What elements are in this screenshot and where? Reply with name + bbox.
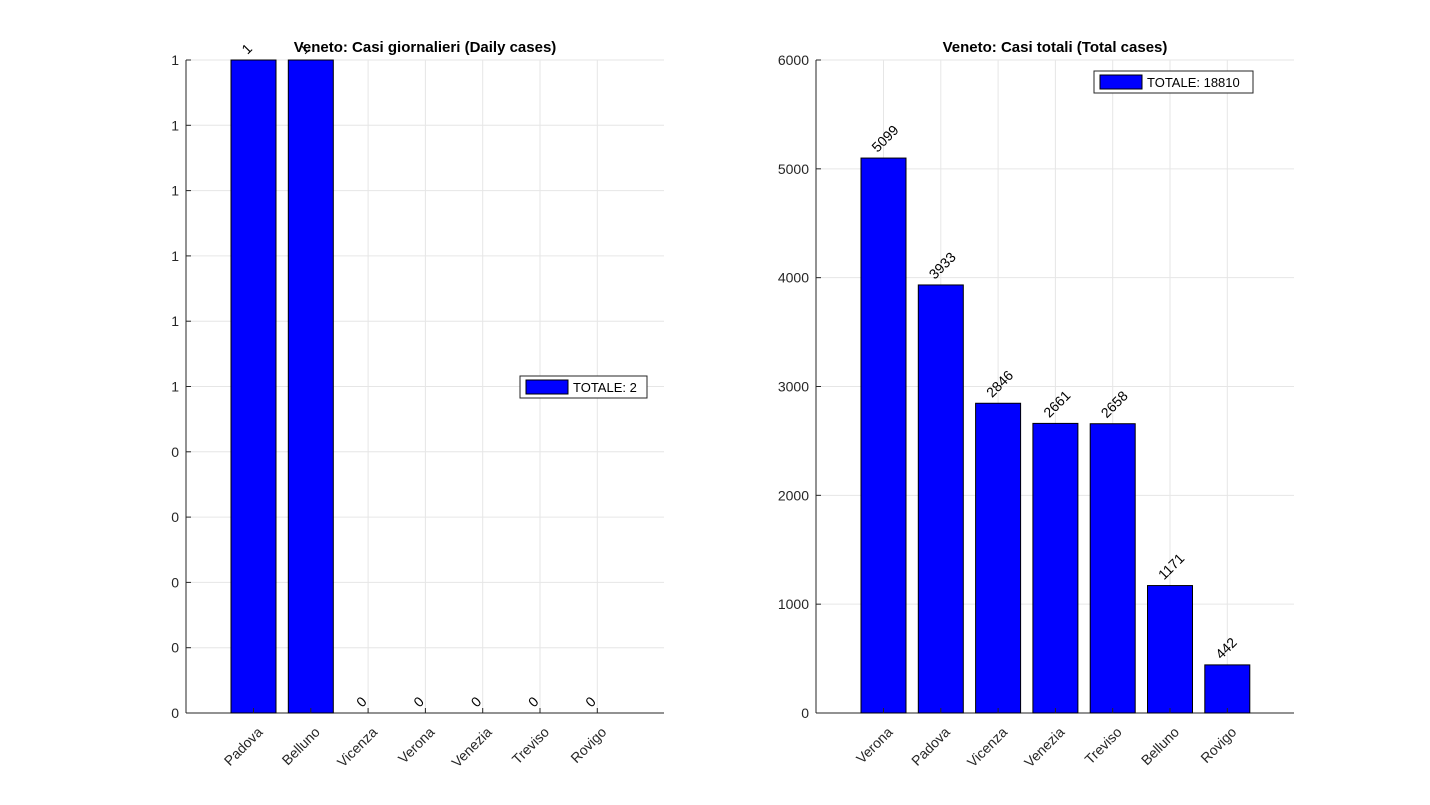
data-label: 0: [582, 693, 599, 710]
y-tick-label: 1000: [778, 596, 809, 612]
x-tick-label: Vicenza: [964, 724, 1011, 771]
y-tick-label: 1: [171, 248, 179, 264]
y-tick-label: 0: [171, 574, 179, 590]
bar-venezia: [1032, 422, 1079, 714]
y-tick-label: 0: [171, 640, 179, 656]
y-tick-label: 5000: [778, 161, 809, 177]
x-tick-label: Rovigo: [567, 724, 609, 766]
x-tick-label: Verona: [395, 724, 438, 767]
bar-rovigo: [1204, 664, 1251, 714]
legend-swatch: [1099, 74, 1143, 90]
legend-label: TOTALE: 2: [573, 380, 637, 395]
x-tick-label: Verona: [853, 724, 896, 767]
x-tick-label: Treviso: [509, 724, 553, 768]
y-tick-label: 1: [171, 183, 179, 199]
x-tick-label: Venezia: [448, 724, 495, 771]
data-label: 2846: [983, 367, 1016, 400]
y-tick-label: 1: [171, 313, 179, 329]
bar-padova: [230, 59, 277, 714]
y-tick-label: 0: [171, 509, 179, 525]
x-tick-label: Belluno: [279, 724, 323, 768]
data-label: 442: [1212, 634, 1240, 662]
data-label: 1171: [1155, 550, 1188, 583]
y-tick-label: 0: [171, 705, 179, 721]
y-tick-label: 4000: [778, 270, 809, 286]
bar-treviso: [1089, 423, 1136, 714]
x-tick-label: Padova: [908, 724, 953, 769]
data-label: 5099: [868, 122, 901, 155]
y-tick-label: 0: [171, 444, 179, 460]
bar-belluno: [1147, 585, 1193, 714]
x-tick-label: Vicenza: [334, 724, 381, 771]
x-tick-label: Treviso: [1081, 724, 1125, 768]
chart-2: 0 1000 2000 3000 4000 5000 6000 Verona Padova Vic…: [778, 39, 1294, 770]
data-label: 0: [353, 693, 370, 710]
y-tick-label: 1: [171, 52, 179, 68]
bar-verona: [860, 157, 907, 714]
y-tick-label: 0: [801, 705, 809, 721]
x-tick-label: Belluno: [1138, 724, 1182, 768]
data-label: 3933: [926, 249, 959, 282]
bar-belluno: [287, 59, 334, 714]
y-tick-label: 1: [171, 379, 179, 395]
legend-swatch: [525, 379, 569, 395]
x-tick-label: Padova: [221, 724, 266, 769]
x-tick-label: Rovigo: [1197, 724, 1239, 766]
data-label: 0: [468, 693, 485, 710]
data-label: 0: [525, 693, 542, 710]
legend-label: TOTALE: 18810: [1147, 75, 1240, 90]
data-label: 2661: [1040, 387, 1073, 420]
x-tick-label: Venezia: [1021, 724, 1068, 771]
y-tick-label: 2000: [778, 487, 809, 503]
bar-padova: [917, 284, 964, 714]
y-tick-label: 1: [171, 117, 179, 133]
legend: TOTALE: 2: [519, 375, 648, 399]
bar-vicenza: [975, 402, 1022, 714]
chart-title: Veneto: Casi giornalieri (Daily cases): [294, 39, 557, 56]
legend: TOTALE: 18810: [1093, 70, 1254, 94]
data-label: 1: [238, 40, 255, 57]
y-tick-label: 3000: [778, 379, 809, 395]
data-label: 0: [410, 693, 427, 710]
y-tick-label: 6000: [778, 52, 809, 68]
data-label: 2658: [1098, 387, 1131, 420]
chart-title: Veneto: Casi totali (Total cases): [943, 39, 1168, 56]
